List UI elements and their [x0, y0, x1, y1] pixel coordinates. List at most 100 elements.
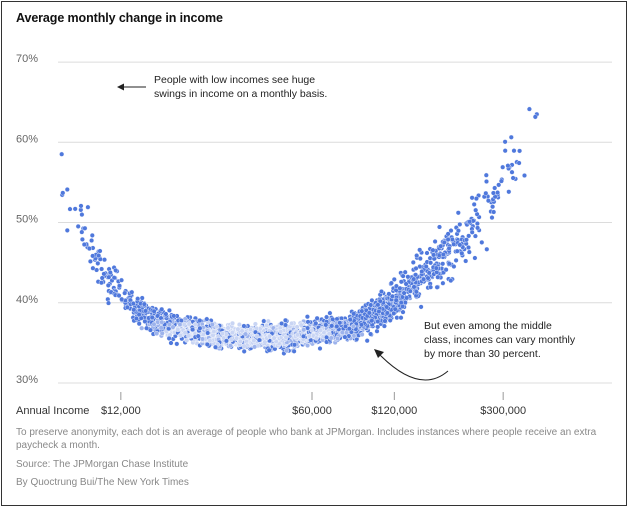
data-point	[437, 224, 443, 230]
data-point	[195, 333, 201, 339]
data-point	[451, 241, 457, 247]
data-point	[243, 331, 249, 337]
data-point	[368, 302, 374, 308]
y-tick-label: 30%	[16, 374, 38, 386]
data-point	[413, 272, 419, 278]
annotation-arrow-head	[117, 83, 124, 91]
data-point	[448, 228, 454, 234]
data-point	[453, 257, 459, 263]
data-point	[427, 255, 433, 261]
data-point	[64, 227, 70, 233]
data-point	[459, 250, 465, 256]
data-point	[252, 344, 258, 350]
data-point	[106, 274, 112, 280]
annotation-line: People with low incomes see huge	[154, 74, 315, 86]
data-point	[141, 301, 147, 307]
data-point	[130, 301, 136, 307]
data-point	[393, 297, 399, 303]
data-point	[454, 248, 460, 254]
data-point	[209, 322, 215, 328]
data-point	[211, 329, 217, 335]
data-point	[517, 148, 523, 154]
data-point	[214, 324, 220, 330]
data-point	[163, 311, 169, 317]
x-tick-label: $120,000	[371, 405, 417, 417]
data-point	[526, 106, 532, 112]
data-point	[328, 335, 334, 341]
data-point	[266, 347, 272, 353]
data-point	[135, 296, 141, 302]
x-tick-labels: $12,000 $60,000 $120,000 $300,000	[101, 392, 526, 417]
data-point	[105, 300, 111, 306]
data-point	[111, 275, 117, 281]
y-tick-labels: 30% 40% 50% 60% 70%	[16, 53, 38, 386]
data-point	[158, 315, 164, 321]
data-point	[498, 178, 504, 184]
x-axis-label: Annual Income	[16, 405, 89, 417]
data-point	[72, 206, 78, 212]
data-point	[265, 318, 271, 324]
data-point	[264, 322, 270, 328]
data-point	[228, 337, 234, 343]
data-point	[375, 302, 381, 308]
data-point	[440, 251, 446, 257]
data-point	[368, 331, 374, 337]
chart-title: Average monthly change in income	[16, 11, 223, 25]
data-point	[384, 310, 390, 316]
data-point	[463, 237, 469, 243]
data-point	[254, 333, 260, 339]
annotation-line: swings in income on a monthly basis.	[154, 88, 327, 100]
data-point	[351, 333, 357, 339]
data-point	[149, 314, 155, 320]
scatter-plot: 30% 40% 50% 60% 70% $12,000 $60,000 $120,000 $3…	[16, 53, 612, 417]
data-point	[200, 331, 206, 337]
data-point	[97, 248, 103, 254]
data-point	[413, 289, 419, 295]
data-point	[457, 242, 463, 248]
data-point	[516, 160, 522, 166]
data-point	[251, 338, 257, 344]
data-point	[113, 267, 119, 273]
data-point	[182, 330, 188, 336]
data-point	[166, 307, 172, 313]
data-point	[473, 207, 479, 213]
data-point	[60, 190, 66, 196]
data-point	[326, 331, 332, 337]
data-point	[484, 246, 490, 252]
data-point	[451, 264, 457, 270]
data-point	[505, 163, 511, 169]
data-point	[124, 304, 130, 310]
data-point	[313, 320, 319, 326]
data-point	[472, 255, 478, 261]
data-point	[375, 319, 381, 325]
data-point	[502, 139, 508, 145]
data-point	[67, 206, 73, 212]
x-tick-label: $60,000	[292, 405, 332, 417]
data-point	[334, 323, 340, 329]
data-point	[411, 284, 417, 290]
data-point	[335, 336, 341, 342]
data-point	[414, 253, 420, 259]
annotation-middle-class: But even among the middle class, incomes…	[374, 320, 576, 381]
data-point	[410, 259, 416, 265]
data-point	[438, 243, 444, 249]
data-point	[96, 253, 102, 259]
data-point	[434, 284, 440, 290]
data-point	[295, 332, 301, 338]
data-point	[369, 318, 375, 324]
data-point	[323, 322, 329, 328]
data-point	[510, 175, 516, 181]
data-point	[82, 225, 88, 231]
data-point	[403, 281, 409, 287]
data-point	[101, 257, 107, 263]
data-point	[428, 260, 434, 266]
data-point	[435, 274, 441, 280]
data-point	[89, 232, 95, 238]
data-point	[479, 239, 485, 245]
data-point	[291, 348, 297, 354]
data-point	[391, 276, 397, 282]
data-point	[151, 321, 157, 327]
data-point	[392, 306, 398, 312]
data-point	[186, 333, 192, 339]
data-point	[424, 250, 430, 256]
